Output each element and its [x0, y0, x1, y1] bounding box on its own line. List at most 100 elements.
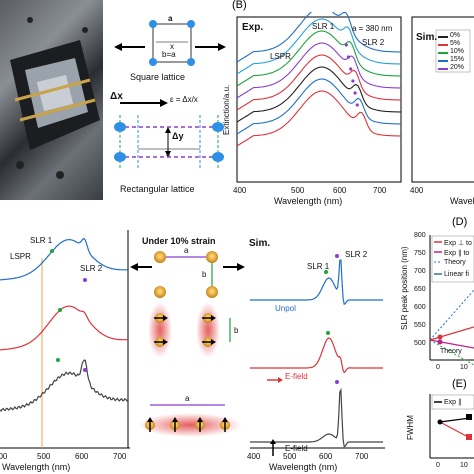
slr2-marker-5 — [355, 103, 359, 107]
sim-slr1-marker — [324, 270, 328, 274]
panel-b-exp-plot: Exp. SLR 1 a = 380 nm SLR 2 LSPR 400 500… — [232, 12, 406, 212]
sim-red-marker — [326, 331, 330, 335]
d-ytick-500: 500 — [414, 340, 426, 347]
rect-lattice-caption: Rectangular lattice — [120, 184, 195, 194]
rectangular-lattice-diagram: Δx ε = Δx/x Δy x — [108, 85, 233, 180]
stretching-stage-illustration — [10, 17, 100, 179]
d-theory-bottom: Theory — [440, 348, 462, 355]
label-b-eq-a: b=a — [162, 50, 176, 59]
panel-c-exp-spectra: LSPR SLR 1 SLR 2 400 500 600 700 Wavelen… — [0, 230, 130, 474]
slr2-marker-3 — [351, 79, 355, 83]
panel-e-ylabel: FWHM — [406, 415, 415, 440]
gray-spectrum — [0, 359, 129, 412]
strain-schematic: Under 10% strain a b b a — [130, 230, 245, 474]
xtick-700: 700 — [373, 186, 387, 195]
c-xtick-500: 500 — [37, 452, 51, 461]
panel-d-letter: (D) — [452, 216, 468, 228]
red-spectrum — [0, 305, 128, 351]
c-slr1-marker — [50, 249, 54, 253]
efield2-arrowhead — [270, 439, 276, 444]
d-ytick-550: 550 — [414, 322, 426, 329]
strain-equation: ε = Δx/x — [170, 95, 198, 104]
sim-title: Sim. — [249, 238, 271, 249]
panel-d-ylabel: SLR peak position (nm) — [400, 246, 409, 330]
c-xtick-700: 700 — [113, 452, 127, 461]
panel-e-plot: Exp ∥ 0 10 — [400, 392, 474, 474]
slr2-marker-4 — [353, 91, 357, 95]
d-ytick-650: 650 — [414, 286, 426, 293]
exp-spectrum-6 — [236, 78, 401, 135]
schematic-b2: b — [234, 326, 239, 335]
a-label: a = 380 nm — [352, 24, 393, 33]
unpol-label: Unpol — [275, 304, 296, 313]
legend-0: 0% — [450, 32, 461, 39]
sim-gray-marker — [335, 380, 339, 384]
c-gray-marker1 — [56, 358, 60, 362]
c-slr2-marker — [83, 278, 87, 282]
label-x2: x — [166, 149, 170, 158]
d-ytick-600: 600 — [414, 304, 426, 311]
panel-b-ylabel: Extinction/a.u. — [222, 84, 231, 135]
sim-tag: Sim. — [416, 32, 438, 43]
setup-photo — [0, 0, 103, 200]
d-ytick-800: 800 — [414, 232, 426, 239]
d-legend-exp-par: Exp ∥ to — [444, 250, 470, 257]
e-xtick-10: 10 — [460, 462, 468, 469]
sim-xtick-400: 400 — [247, 452, 261, 461]
panel-b-sim-plot: Sim. 0% 5% 10% 15% 20% 400 Wavele — [410, 12, 474, 212]
c-slr2: SLR 2 — [80, 264, 103, 273]
efield1-label: E-field — [285, 372, 308, 381]
d-ytick-700: 700 — [414, 268, 426, 275]
c-red-marker — [58, 308, 62, 312]
slr2-marker-0 — [344, 43, 348, 47]
c-lspr: LSPR — [10, 252, 31, 261]
legend-20: 20% — [450, 64, 465, 71]
d-ytick-750: 750 — [414, 250, 426, 257]
sim-xlabel-cut: Wavele — [450, 196, 474, 206]
exp-tag: Exp. — [242, 22, 264, 33]
xlabel: Wavelength (nm) — [274, 196, 343, 206]
d-legend-linear: Linear fi — [444, 271, 469, 278]
legend-15: 15% — [450, 56, 465, 63]
label-x: x — [170, 42, 174, 51]
slr2-label: SLR 2 — [362, 38, 385, 47]
exp-spectrum-0 — [236, 12, 401, 63]
d-xtick-10: 10 — [460, 364, 468, 371]
schematic-a2: a — [185, 394, 190, 403]
strain-title: Under 10% strain — [142, 236, 216, 246]
blue-spectrum — [0, 238, 129, 281]
sim-xtick-400: 400 — [410, 186, 424, 195]
c-xlabel: Wavelength (nm) — [2, 462, 71, 472]
d-legend-exp-perp: Exp ⊥ to — [444, 240, 472, 247]
panel-e-letter: (E) — [452, 378, 467, 390]
sim-xtick-500: 500 — [283, 452, 297, 461]
square-lattice-caption: Square lattice — [130, 72, 186, 82]
label-delta-x: Δx — [110, 91, 123, 102]
label-a: a — [168, 14, 173, 23]
square-lattice-diagram: a x b=a — [110, 12, 230, 82]
sim-xlabel: Wavelength (nm) — [269, 462, 338, 472]
legend-5: 5% — [450, 40, 461, 47]
panel-d-plot: 800 750 700 650 600 550 500 Exp ⊥ to Exp… — [400, 230, 474, 380]
efield1-arrowhead — [278, 377, 283, 383]
exp-spectrum-4 — [236, 54, 401, 111]
slr1-label: SLR 1 — [312, 22, 335, 31]
c-slr1: SLR 1 — [30, 236, 53, 245]
sim-efield2-spectrum — [250, 387, 383, 448]
sim-unpol-spectrum — [250, 259, 383, 306]
exp-spectrum-7 — [236, 90, 401, 147]
slr2-marker-2 — [349, 67, 353, 71]
sim-slr1: SLR 1 — [307, 262, 330, 271]
sim-efield1-spectrum — [250, 337, 383, 374]
xtick-400: 400 — [233, 186, 247, 195]
schematic-b: b — [202, 270, 207, 279]
exp-spectrum-2 — [236, 30, 401, 87]
lspr-label: LSPR — [270, 52, 291, 61]
e-legend: Exp ∥ — [444, 399, 462, 406]
c-xtick-600: 600 — [75, 452, 89, 461]
schematic-a: a — [184, 246, 189, 255]
e-xtick-0: 0 — [436, 462, 440, 469]
sim-xtick-600: 600 — [319, 452, 333, 461]
efield2-label: E-field — [285, 444, 308, 453]
d-legend-theory: Theory — [444, 259, 466, 266]
